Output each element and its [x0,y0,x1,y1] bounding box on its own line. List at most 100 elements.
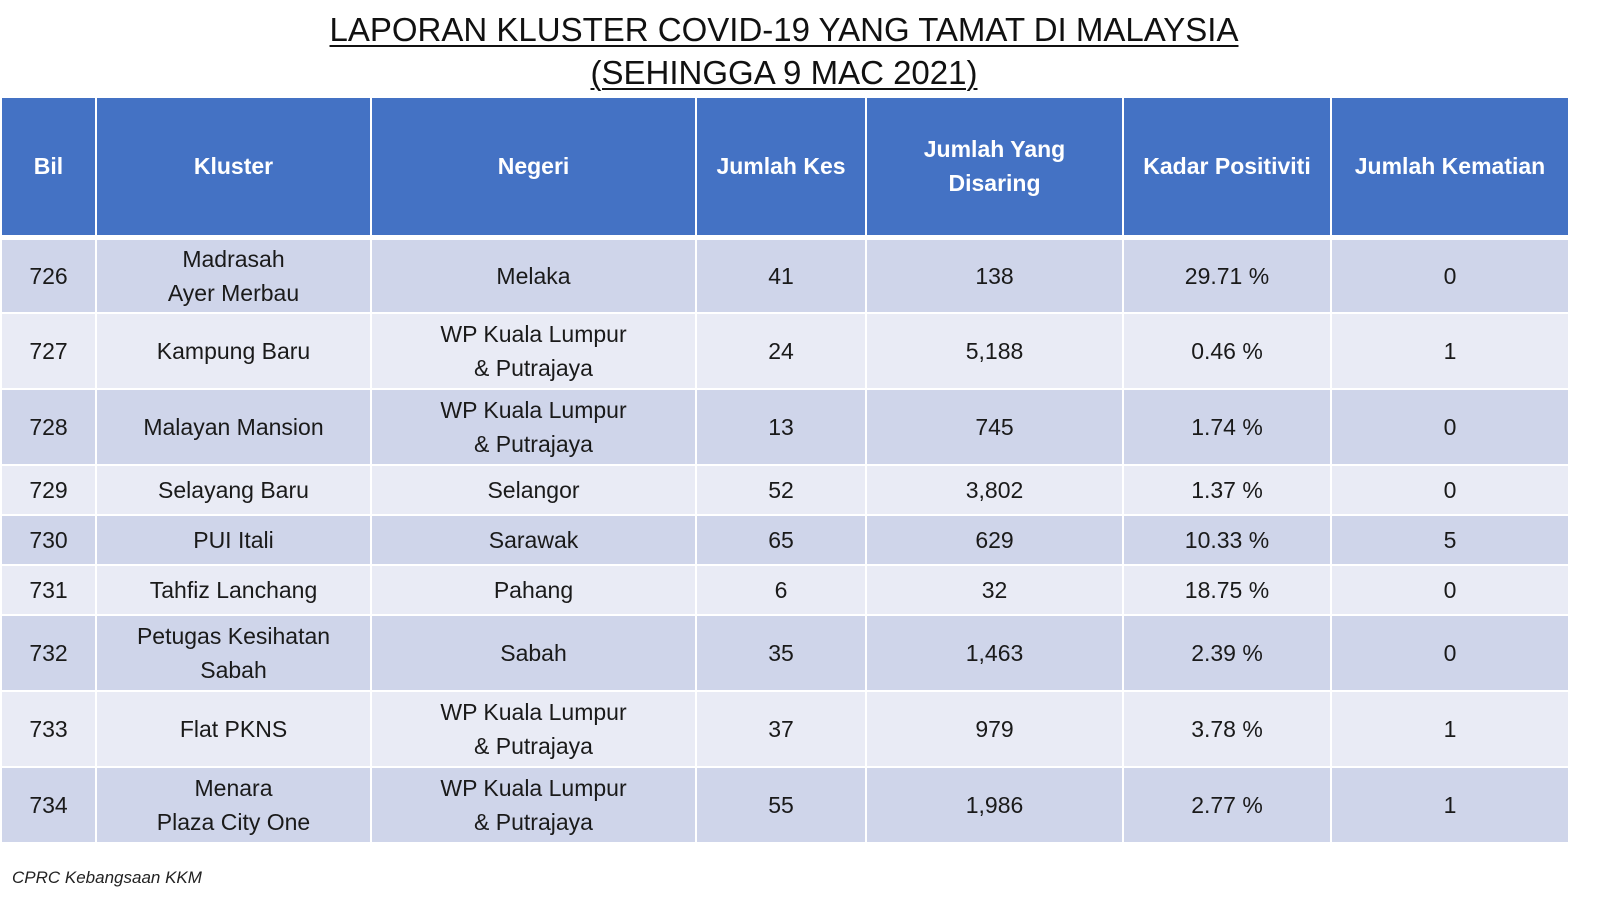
cell-negeri-line: & Putrajaya [474,809,593,835]
cell-jumlah-kes: 41 [695,236,867,314]
cell-kadar-positiviti: 0.46 % [1122,312,1332,390]
header-kadar-positiviti: Kadar Positiviti [1122,96,1332,240]
cell-kluster-line: Sabah [200,657,267,683]
source-footer: CPRC Kebangsaan KKM [12,868,202,887]
cell-negeri: WP Kuala Lumpur & Putrajaya [370,690,697,768]
cell-negeri-line: Selangor [487,477,580,503]
cell-negeri: WP Kuala Lumpur & Putrajaya [370,766,697,844]
cell-kluster-line: Madrasah [182,245,285,272]
cell-kluster-line: Ayer Merbau [167,279,300,306]
title-line-2: (SEHINGGA 9 MAC 2021) [590,54,978,91]
cell-kluster: Flat PKNS [95,690,372,768]
cell-negeri-line: Sarawak [488,527,579,553]
table-row: 732 Petugas Kesihatan Sabah Sabah 35 1,463 2.3… [0,614,1570,692]
header-jumlah-kematian: Jumlah Kematian [1330,96,1570,240]
table-row: 726 Madrasah Ayer Merbau Melaka 41 138 29.71 %… [0,236,1570,314]
cell-jumlah-kematian: 1 [1330,312,1570,390]
table-row: 729 Selayang Baru Selangor 52 3,802 1.37 % 0 [0,464,1570,516]
cell-bil: 731 [0,564,97,616]
cell-bil: 728 [0,388,97,466]
cell-kluster-line: Malayan Mansion [143,414,324,440]
cell-kluster: Menara Plaza City One [95,766,372,844]
cell-negeri: WP Kuala Lumpur & Putrajaya [370,388,697,466]
cell-kluster-line: Petugas Kesihatan [136,623,331,649]
table-row: 731 Tahfiz Lanchang Pahang 6 32 18.75 % 0 [0,564,1570,616]
cell-bil: 730 [0,514,97,566]
cell-negeri-line: & Putrajaya [474,355,593,381]
cell-jumlah-disaring: 5,188 [865,312,1124,390]
cell-jumlah-kes: 24 [695,312,867,390]
cell-jumlah-disaring: 1,986 [865,766,1124,844]
cell-jumlah-disaring: 32 [865,564,1124,616]
cell-kluster-line: Flat PKNS [179,716,288,742]
cell-jumlah-disaring: 629 [865,514,1124,566]
cell-negeri-line: Melaka [496,262,571,289]
cell-kluster: Selayang Baru [95,464,372,516]
cell-kadar-positiviti: 3.78 % [1122,690,1332,768]
cell-jumlah-kematian: 0 [1330,564,1570,616]
cell-kadar-positiviti: 2.77 % [1122,766,1332,844]
table-header-row: Bil Kluster Negeri Jumlah Kes Jumlah Yan… [0,96,1570,240]
cell-jumlah-kematian: 0 [1330,388,1570,466]
cell-kadar-positiviti: 1.74 % [1122,388,1332,466]
table-row: 733 Flat PKNS WP Kuala Lumpur & Putrajaya 37… [0,690,1570,768]
cell-jumlah-kematian: 5 [1330,514,1570,566]
cell-jumlah-kematian: 1 [1330,766,1570,844]
cell-kluster-line: Selayang Baru [158,477,309,503]
cell-jumlah-kes: 35 [695,614,867,692]
cell-negeri-line: & Putrajaya [474,431,593,457]
cell-negeri-line: Pahang [493,577,574,603]
cell-negeri: WP Kuala Lumpur & Putrajaya [370,312,697,390]
cell-jumlah-disaring: 1,463 [865,614,1124,692]
cell-kluster: Madrasah Ayer Merbau [95,236,372,314]
cell-jumlah-kes: 6 [695,564,867,616]
cell-kluster: Kampung Baru [95,312,372,390]
table-row: 734 Menara Plaza City One WP Kuala Lumpur & … [0,766,1570,844]
cell-negeri: Melaka [370,236,697,314]
cell-bil: 732 [0,614,97,692]
cell-kluster: PUI Itali [95,514,372,566]
cell-bil: 733 [0,690,97,768]
cell-jumlah-disaring: 3,802 [865,464,1124,516]
cluster-table: Bil Kluster Negeri Jumlah Kes Jumlah Yan… [0,96,1570,844]
cell-negeri-line: WP Kuala Lumpur [440,321,627,347]
header-jumlah-kes: Jumlah Kes [695,96,867,240]
cell-kluster: Petugas Kesihatan Sabah [95,614,372,692]
cell-bil: 726 [0,236,97,314]
cell-negeri: Pahang [370,564,697,616]
cell-negeri-line: WP Kuala Lumpur [440,397,627,423]
cell-kadar-positiviti: 1.37 % [1122,464,1332,516]
cell-jumlah-kes: 13 [695,388,867,466]
cell-jumlah-kematian: 1 [1330,690,1570,768]
header-kluster: Kluster [95,96,372,240]
cell-jumlah-kes: 55 [695,766,867,844]
cell-jumlah-kematian: 0 [1330,236,1570,314]
cell-jumlah-disaring: 745 [865,388,1124,466]
cell-kluster-line: PUI Itali [193,527,274,553]
cell-kluster-line: Kampung Baru [156,338,311,364]
title-line-1: LAPORAN KLUSTER COVID-19 YANG TAMAT DI M… [329,11,1239,48]
cell-bil: 727 [0,312,97,390]
cell-negeri-line: & Putrajaya [474,733,593,759]
cell-negeri: Selangor [370,464,697,516]
cell-kluster: Tahfiz Lanchang [95,564,372,616]
cell-kadar-positiviti: 18.75 % [1122,564,1332,616]
header-bil: Bil [0,96,97,240]
cell-negeri: Sarawak [370,514,697,566]
cell-jumlah-disaring: 979 [865,690,1124,768]
cell-bil: 734 [0,766,97,844]
cell-jumlah-kematian: 0 [1330,614,1570,692]
cell-kadar-positiviti: 10.33 % [1122,514,1332,566]
cell-jumlah-disaring: 138 [865,236,1124,314]
cell-kadar-positiviti: 29.71 % [1122,236,1332,314]
table-row: 730 PUI Itali Sarawak 65 629 10.33 % 5 [0,514,1570,566]
cell-negeri-line: Sabah [500,640,567,666]
cell-negeri: Sabah [370,614,697,692]
cell-kluster: Malayan Mansion [95,388,372,466]
cell-kluster-line: Plaza City One [156,809,311,835]
cell-negeri-line: WP Kuala Lumpur [440,699,627,725]
cell-kadar-positiviti: 2.39 % [1122,614,1332,692]
header-negeri: Negeri [370,96,697,240]
table-row: 728 Malayan Mansion WP Kuala Lumpur & Putra… [0,388,1570,466]
cell-negeri-line: WP Kuala Lumpur [440,775,627,801]
